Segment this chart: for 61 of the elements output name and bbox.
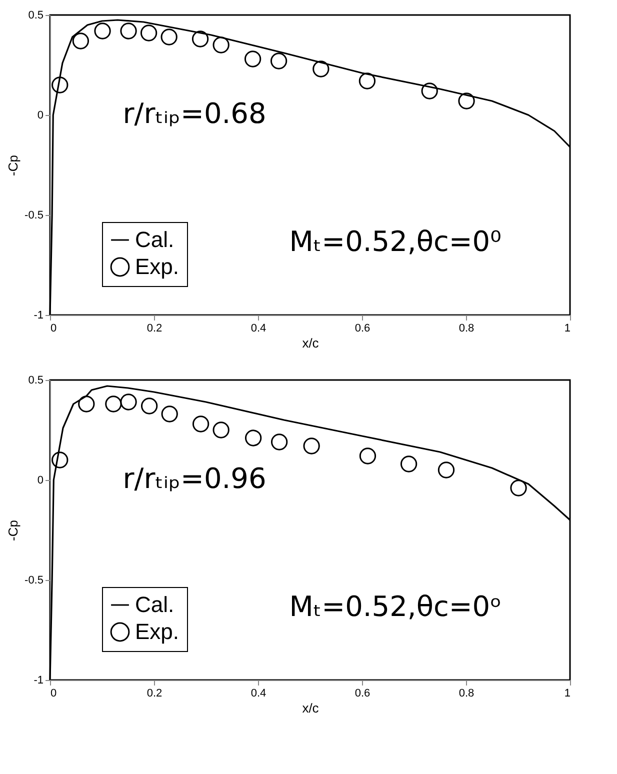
annotation: r/rₜᵢₚ=0.68 [122, 97, 266, 130]
x-tick-label: 0 [50, 322, 57, 334]
point [105, 396, 122, 412]
point [244, 430, 262, 446]
legend-label: Exp. [135, 254, 180, 279]
x-tick-label: 0.6 [354, 322, 370, 334]
point [270, 434, 288, 450]
x-tick-label: 0.2 [146, 322, 162, 334]
point [94, 22, 111, 40]
y-tick-label: -0.5 [24, 574, 44, 586]
point [312, 60, 330, 78]
x-tick-label: 0 [50, 688, 57, 700]
point [161, 406, 178, 422]
y-tick-label: -1 [34, 674, 44, 686]
y-axis-title: -Cp [6, 155, 21, 176]
legend-label: Cal. [135, 592, 174, 617]
point [438, 462, 455, 478]
x-axis-title: x/c [302, 336, 320, 350]
annotation: r/rₜᵢₚ=0.96 [122, 462, 266, 495]
point [212, 36, 230, 54]
point [358, 72, 376, 90]
point [120, 394, 137, 410]
x-axis-title: x/c [302, 700, 320, 716]
point [421, 82, 438, 100]
y-tick-label: 0.5 [28, 10, 44, 22]
x-tick-label: 0.8 [458, 688, 474, 700]
y-axis-title: -Cp [6, 520, 21, 541]
y-tick-label: 0 [37, 474, 44, 486]
y-tick-label: 0.5 [28, 374, 44, 386]
point [52, 452, 68, 468]
point [458, 92, 475, 110]
point [140, 398, 158, 414]
x-tick-label: 0.2 [146, 688, 162, 700]
point [510, 480, 527, 496]
point [303, 438, 320, 454]
point [270, 52, 288, 70]
point [244, 50, 262, 68]
x-tick-label: 1 [564, 322, 570, 334]
point [192, 30, 209, 48]
point [120, 22, 137, 40]
point [359, 448, 376, 464]
point [72, 32, 90, 50]
annotation: Mₜ=0.52,θc=0ᵒ [289, 590, 502, 623]
x-tick-label: 1 [564, 688, 570, 700]
y-tick-label: -1 [34, 310, 44, 322]
point [140, 24, 158, 42]
point [78, 396, 95, 412]
point [212, 422, 230, 438]
point [52, 76, 68, 94]
y-tick-label: 0 [37, 110, 44, 122]
x-tick-label: 0.4 [250, 688, 266, 700]
x-tick-label: 0.6 [354, 688, 370, 700]
legend-label: Cal. [135, 227, 174, 252]
point [400, 456, 418, 472]
y-tick-label: -0.5 [24, 210, 44, 222]
annotation: Mₜ=0.52,θc=0⁰ [289, 225, 502, 258]
legend-label: Exp. [135, 619, 180, 644]
x-tick-label: 0.8 [458, 322, 474, 334]
point [192, 416, 210, 432]
x-tick-label: 0.4 [250, 322, 266, 334]
point [160, 28, 178, 46]
